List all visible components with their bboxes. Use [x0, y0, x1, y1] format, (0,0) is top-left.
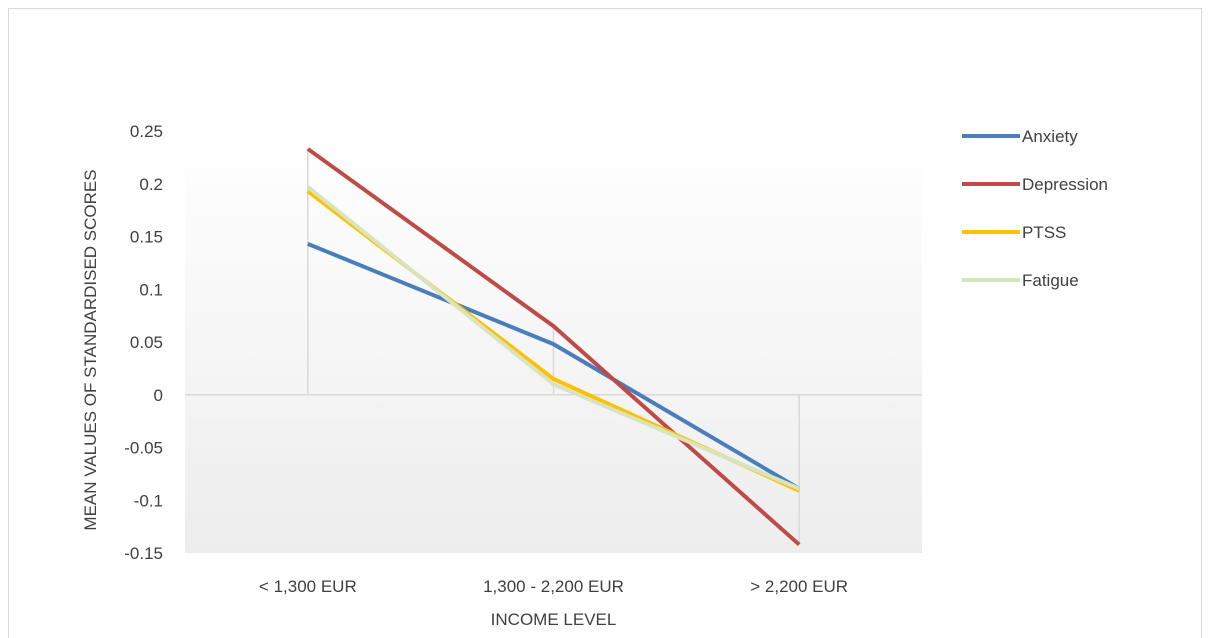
x-axis-title: INCOME LEVEL — [491, 610, 617, 629]
y-axis: 0.25 0.2 0.15 0.1 0.05 0 -0.05 -0.1 -0.15 — [124, 122, 163, 563]
y-tick-label: -0.05 — [124, 439, 163, 458]
x-axis: < 1,300 EUR 1,300 - 2,200 EUR > 2,200 EUR — [259, 577, 848, 596]
legend-label: Fatigue — [1022, 271, 1079, 290]
y-axis-title: MEAN VALUES OF STANDARDISED SCORES — [81, 169, 100, 530]
series-line-depression — [306, 147, 801, 547]
legend-label: Anxiety — [1022, 127, 1078, 146]
series-lines — [306, 147, 801, 547]
series-line-anxiety — [307, 242, 801, 491]
x-tick-label: > 2,200 EUR — [750, 577, 848, 596]
y-tick-label: 0.05 — [130, 333, 163, 352]
y-tick-label: 0.1 — [139, 280, 163, 299]
series-line-fatigue — [306, 185, 800, 491]
legend: Anxiety Depression PTSS Fatigue — [962, 127, 1108, 290]
legend-item-fatigue: Fatigue — [962, 271, 1079, 290]
y-tick-label: 0.15 — [130, 228, 163, 247]
x-tick-label: < 1,300 EUR — [259, 577, 357, 596]
legend-label: Depression — [1022, 175, 1108, 194]
legend-item-ptss: PTSS — [962, 223, 1066, 242]
legend-item-anxiety: Anxiety — [962, 127, 1078, 146]
y-tick-label: 0 — [154, 386, 163, 405]
y-tick-label: -0.15 — [124, 544, 163, 563]
x-tick-label: 1,300 - 2,200 EUR — [483, 577, 624, 596]
y-tick-label: 0.25 — [130, 122, 163, 141]
legend-item-depression: Depression — [962, 175, 1108, 194]
legend-label: PTSS — [1022, 223, 1066, 242]
y-tick-label: -0.1 — [134, 491, 163, 510]
y-tick-label: 0.2 — [139, 175, 163, 194]
chart-frame — [8, 8, 1202, 638]
